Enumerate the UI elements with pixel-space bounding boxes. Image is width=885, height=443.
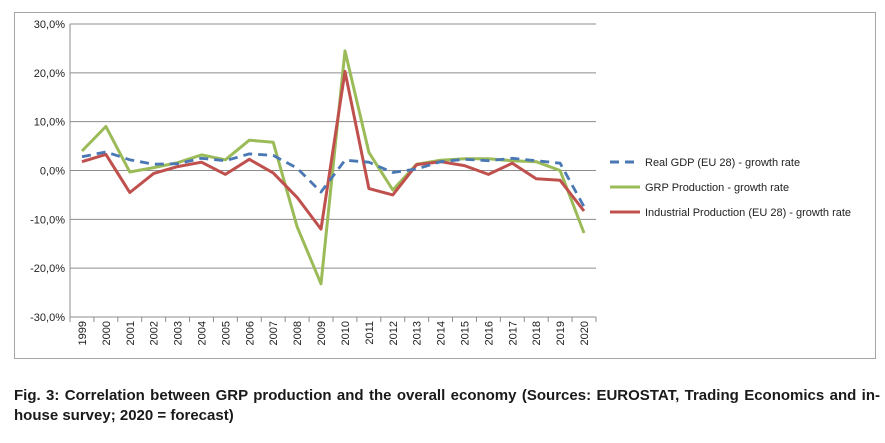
figure-caption: Fig. 3: Correlation between GRP producti… [14,386,880,426]
x-tick-label: 2000 [101,321,113,345]
x-tick-label: 2018 [531,321,543,345]
y-tick-labels: 30,0% 20,0% 10,0% 0,0% -10,0% -20,0% -30,0% [30,19,65,324]
y-tick-label: 0,0% [40,166,65,178]
x-tick-label: 1999 [77,321,89,345]
x-tick-label: 2019 [555,321,567,345]
series-lines [80,49,586,286]
legend-label: GRP Production - growth rate [645,182,789,194]
y-tick-label: 10,0% [34,117,65,129]
series-line-0 [81,150,586,208]
x-tick-label: 2006 [244,321,256,345]
caption-prefix: Fig. 3: [14,387,60,404]
y-tick-label: -20,0% [30,263,65,275]
caption-text: Correlation between GRP production and t… [14,387,880,424]
axes [69,24,597,322]
x-tick-label: 2004 [197,321,209,345]
series-line-1 [80,49,586,286]
x-tick-label: 2016 [483,321,495,345]
x-tick-labels: 1999 2000 2001 2002 2003 2004 2005 2006 2007 2008… [77,321,591,345]
x-tick-label: 2011 [364,321,376,345]
x-tick-label: 2020 [579,321,591,345]
y-tick-label: -30,0% [30,312,65,324]
y-tick-label: 30,0% [34,19,65,31]
x-tick-label: 2005 [220,321,232,345]
x-tick-label: 2012 [388,321,400,345]
y-tick-label: -10,0% [30,214,65,226]
chart-frame [14,12,876,359]
y-tick-label: 20,0% [34,68,65,80]
x-tick-label: 2015 [460,321,472,345]
x-tick-label: 2009 [316,321,328,345]
legend: Real GDP (EU 28) - growth rate GRP Produc… [610,157,851,219]
x-tick-label: 2010 [340,321,352,345]
legend-label: Industrial Production (EU 28) - growth r… [645,207,851,219]
x-tick-label: 2014 [436,321,448,345]
x-tick-label: 2003 [173,321,185,345]
x-tick-label: 2007 [268,321,280,345]
x-tick-label: 2017 [507,321,519,345]
x-tick-label: 2008 [292,321,304,345]
x-tick-label: 2002 [149,321,161,345]
line-chart: 30,0% 20,0% 10,0% 0,0% -10,0% -20,0% -30,0% 19… [30,19,851,345]
x-tick-label: 2013 [412,321,424,345]
legend-label: Real GDP (EU 28) - growth rate [645,157,800,169]
x-tick-label: 2001 [125,321,137,345]
series-line-2 [81,69,586,231]
